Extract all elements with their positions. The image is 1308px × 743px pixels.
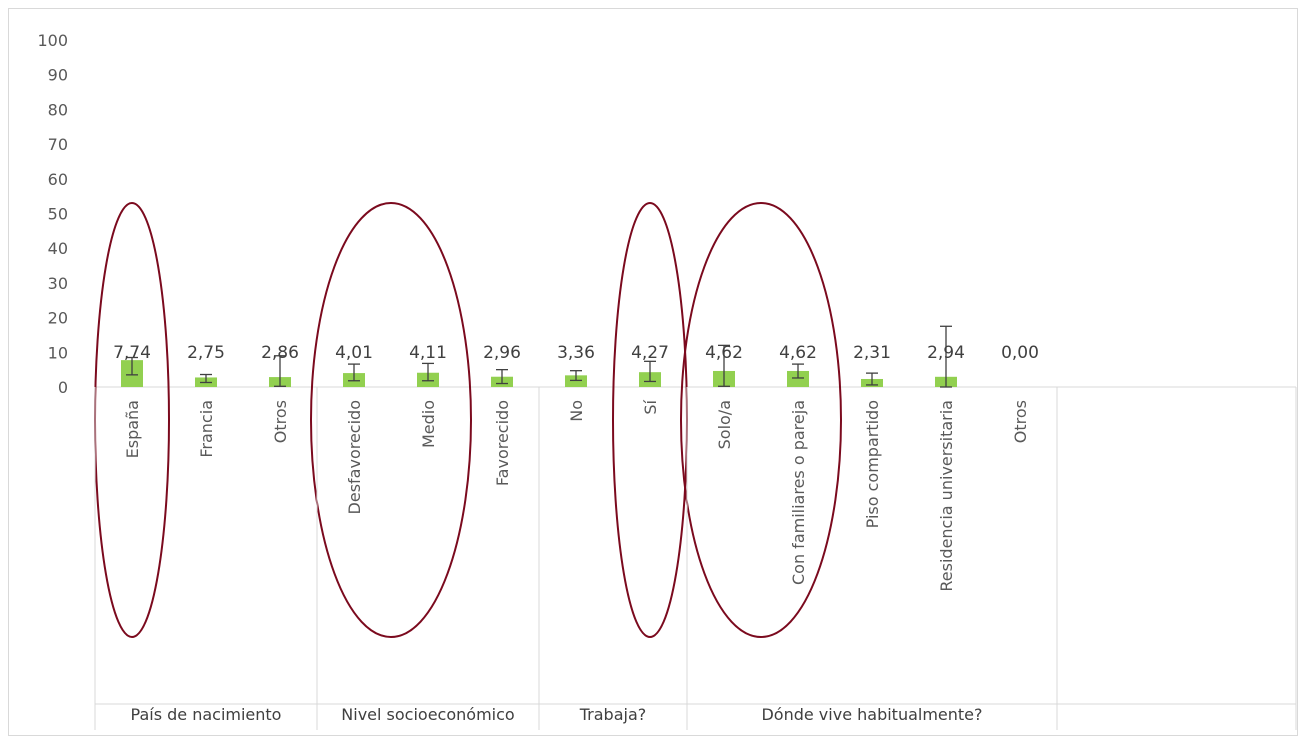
y-tick-label: 60: [48, 170, 68, 189]
y-tick-label: 100: [37, 31, 68, 50]
data-label: 4,62: [705, 343, 743, 363]
data-label: 0,00: [1001, 343, 1039, 363]
chart-frame: [8, 8, 1298, 736]
bar: [565, 375, 587, 387]
data-label: 3,36: [557, 343, 595, 363]
category-label: Otros: [1011, 400, 1030, 443]
data-label: 4,11: [409, 343, 447, 363]
data-label: 2,86: [261, 343, 299, 363]
category-label: No: [567, 400, 586, 422]
data-label: 2,31: [853, 343, 891, 363]
category-label: Residencia universitaria: [937, 400, 956, 592]
data-label: 7,74: [113, 343, 151, 363]
highlight-ellipse: [680, 202, 842, 638]
bar: [787, 370, 809, 387]
y-tick-label: 90: [48, 66, 68, 85]
highlight-ellipse: [612, 202, 688, 638]
category-label: Solo/a: [715, 400, 734, 449]
data-label: 4,27: [631, 343, 669, 363]
highlight-ellipse: [310, 202, 472, 638]
y-tick-label: 40: [48, 239, 68, 258]
category-label: Francia: [197, 400, 216, 458]
category-label: Piso compartido: [863, 400, 882, 528]
category-label: Favorecido: [493, 400, 512, 486]
group-label: Nivel socioeconómico: [341, 705, 514, 724]
group-label: Trabaja?: [579, 705, 647, 724]
category-label: España: [123, 400, 142, 458]
data-label: 2,75: [187, 343, 225, 363]
group-label: País de nacimiento: [131, 705, 282, 724]
category-label: Medio: [419, 400, 438, 448]
y-tick-label: 70: [48, 135, 68, 154]
y-tick-label: 10: [48, 343, 68, 362]
data-label: 2,96: [483, 343, 521, 363]
category-label: Con familiares o pareja: [789, 400, 808, 585]
category-label: Otros: [271, 400, 290, 443]
group-label: Dónde vive habitualmente?: [761, 705, 982, 724]
category-label: Sí: [641, 399, 660, 414]
category-label: Desfavorecido: [345, 400, 364, 514]
y-tick-label: 20: [48, 309, 68, 328]
y-tick-label: 30: [48, 274, 68, 293]
y-tick-label: 80: [48, 100, 68, 119]
data-label: 4,62: [779, 343, 817, 363]
y-tick-label: 0: [58, 378, 68, 397]
data-label: 2,94: [927, 343, 965, 363]
data-label: 4,01: [335, 343, 373, 363]
y-tick-label: 50: [48, 205, 68, 224]
